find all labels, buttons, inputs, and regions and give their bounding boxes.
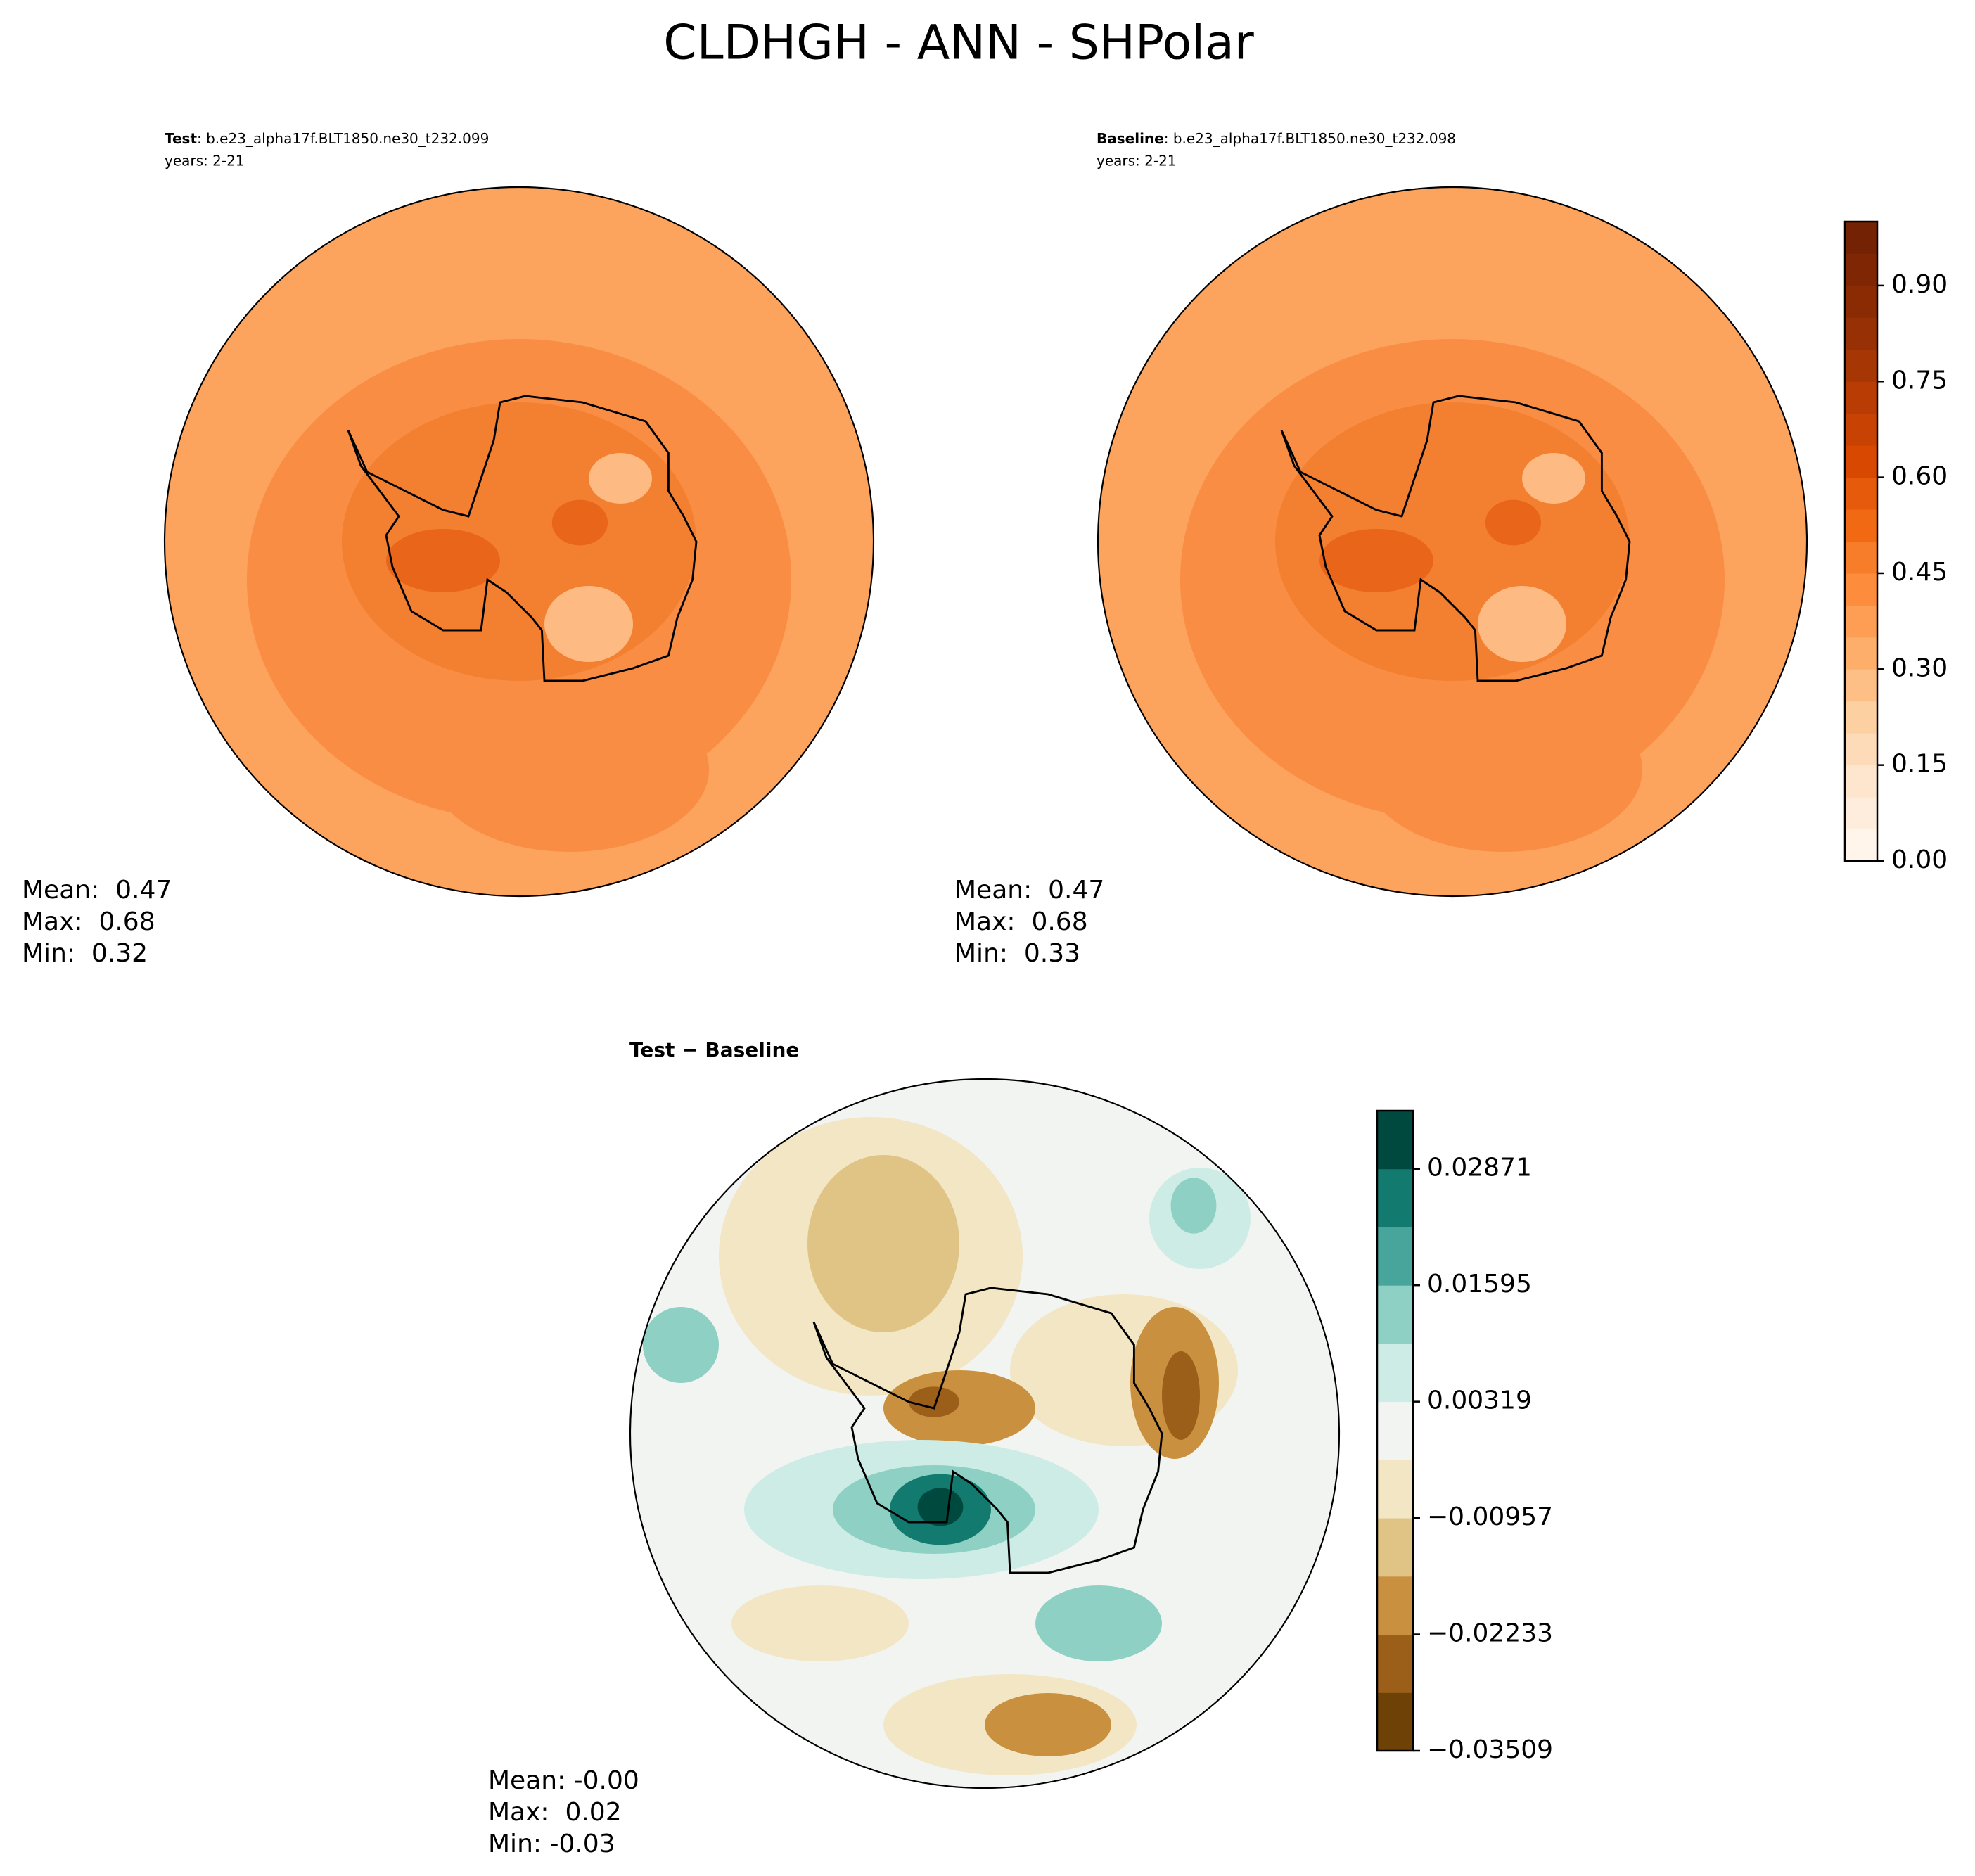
colorbar-band xyxy=(1377,1634,1413,1693)
panel-stat: Max: 0.02 xyxy=(488,1798,622,1827)
colorbar-tick-label: 0.00319 xyxy=(1427,1386,1532,1415)
colorbar-band xyxy=(1845,381,1877,414)
colorbar-band xyxy=(1377,1168,1413,1227)
colorbar-frame xyxy=(1843,220,1879,862)
colorbar-band xyxy=(1845,477,1877,510)
colorbar-band xyxy=(1845,829,1877,862)
panel-stat: Mean: 0.47 xyxy=(954,876,1104,905)
colorbar-tick-label: 0.30 xyxy=(1891,653,1948,682)
colorbar-tick-label: 0.15 xyxy=(1891,750,1948,779)
panel-label-name: Baseline xyxy=(1097,130,1164,147)
colorbar-band xyxy=(1845,797,1877,830)
panel-label: Baseline: b.e23_alpha17f.BLT1850.ne30_t2… xyxy=(1097,130,1456,147)
panel-subtitle: years: 2-21 xyxy=(1097,153,1177,170)
colorbar-tick-label: 0.00 xyxy=(1891,846,1948,874)
colorbar-band xyxy=(1845,765,1877,798)
panel-stat: Min: 0.32 xyxy=(22,939,148,968)
figure-title: CLDHGH - ANN - SHPolar xyxy=(663,15,1254,71)
colorbar-band xyxy=(1845,349,1877,382)
colorbar-band xyxy=(1845,445,1877,478)
colorbar-band xyxy=(1377,1111,1413,1170)
colorbar-band xyxy=(1845,413,1877,446)
colorbar-tick-label: 0.02871 xyxy=(1427,1154,1532,1182)
panel-stat: Mean: -0.00 xyxy=(488,1766,639,1795)
map-baseline xyxy=(1097,186,1808,898)
colorbar-band xyxy=(1377,1518,1413,1577)
colorbar-band xyxy=(1845,733,1877,766)
colorbar-tick-label: 0.60 xyxy=(1891,462,1948,491)
panel-stat: Mean: 0.47 xyxy=(22,876,172,905)
panel-label: Test: b.e23_alpha17f.BLT1850.ne30_t232.0… xyxy=(165,130,489,147)
colorbar-band xyxy=(1377,1692,1413,1751)
colorbar-band xyxy=(1845,317,1877,350)
colorbar-band xyxy=(1845,605,1877,638)
panel-stat: Max: 0.68 xyxy=(22,907,155,936)
colorbar-band xyxy=(1845,285,1877,318)
map-test xyxy=(163,186,875,898)
colorbar-tick-label: −0.03509 xyxy=(1427,1735,1553,1764)
colorbar-tick-label: 0.75 xyxy=(1891,366,1948,395)
colorbar-band xyxy=(1845,701,1877,734)
panel-label-name: Test − Baseline xyxy=(629,1038,799,1061)
colorbar-band xyxy=(1845,253,1877,286)
panel-stat: Max: 0.68 xyxy=(954,907,1088,936)
colorbar-band xyxy=(1845,541,1877,574)
colorbar-frame xyxy=(1376,1109,1414,1752)
colorbar-band xyxy=(1845,573,1877,606)
colorbar-band xyxy=(1845,669,1877,702)
colorbar-band xyxy=(1845,637,1877,670)
panel-stat: Min: 0.33 xyxy=(954,939,1080,968)
colorbar-band xyxy=(1845,509,1877,542)
colorbar-band xyxy=(1377,1343,1413,1403)
panel-label-case: : b.e23_alpha17f.BLT1850.ne30_t232.098 xyxy=(1164,130,1456,147)
map-difference xyxy=(629,1078,1341,1789)
colorbar-tick-label: 0.45 xyxy=(1891,558,1948,587)
panel-label: Test − Baseline xyxy=(629,1038,799,1061)
panel-label-case: : b.e23_alpha17f.BLT1850.ne30_t232.099 xyxy=(197,130,489,147)
panel-subtitle: years: 2-21 xyxy=(165,153,245,170)
colorbar-tick-label: −0.02233 xyxy=(1427,1619,1553,1648)
colorbar-band xyxy=(1845,222,1877,254)
colorbar-band xyxy=(1377,1227,1413,1286)
colorbar-band xyxy=(1377,1576,1413,1635)
colorbar-band xyxy=(1377,1285,1413,1344)
colorbar-tick-label: −0.00957 xyxy=(1427,1502,1553,1531)
colorbar-tick-label: 0.01595 xyxy=(1427,1270,1532,1298)
colorbar-band xyxy=(1377,1401,1413,1460)
panel-label-name: Test xyxy=(165,130,197,147)
panel-stat: Min: -0.03 xyxy=(488,1830,615,1858)
colorbar-tick-label: 0.90 xyxy=(1891,270,1948,299)
colorbar-band xyxy=(1377,1460,1413,1519)
